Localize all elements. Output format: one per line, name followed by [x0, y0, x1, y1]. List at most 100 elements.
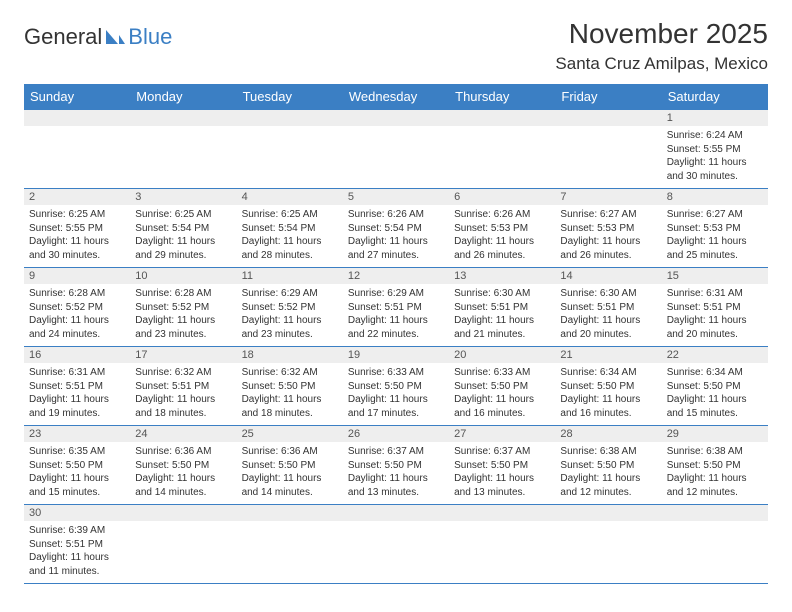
- daylight-text: Daylight: 11 hours and 24 minutes.: [29, 314, 125, 341]
- day-cell: 24Sunrise: 6:36 AMSunset: 5:50 PMDayligh…: [130, 426, 236, 505]
- sunset-text: Sunset: 5:53 PM: [667, 222, 763, 236]
- sunrise-text: Sunrise: 6:28 AM: [29, 287, 125, 301]
- sunset-text: Sunset: 5:52 PM: [135, 301, 231, 315]
- daylight-text: Daylight: 11 hours and 30 minutes.: [29, 235, 125, 262]
- day-number: 29: [662, 426, 768, 442]
- daylight-text: Daylight: 11 hours and 27 minutes.: [348, 235, 444, 262]
- daylight-text: Daylight: 11 hours and 14 minutes.: [242, 472, 338, 499]
- day-number: [24, 110, 130, 126]
- sunset-text: Sunset: 5:53 PM: [560, 222, 656, 236]
- day-number: 9: [24, 268, 130, 284]
- day-number: 4: [237, 189, 343, 205]
- day-number: 25: [237, 426, 343, 442]
- day-number: 20: [449, 347, 555, 363]
- day-body: Sunrise: 6:34 AMSunset: 5:50 PMDaylight:…: [662, 363, 768, 425]
- sunrise-text: Sunrise: 6:33 AM: [348, 366, 444, 380]
- day-cell: 21Sunrise: 6:34 AMSunset: 5:50 PMDayligh…: [555, 347, 661, 426]
- week-row: 23Sunrise: 6:35 AMSunset: 5:50 PMDayligh…: [24, 426, 768, 505]
- col-tuesday: Tuesday: [237, 84, 343, 110]
- sunrise-text: Sunrise: 6:30 AM: [454, 287, 550, 301]
- daylight-text: Daylight: 11 hours and 28 minutes.: [242, 235, 338, 262]
- day-number: 3: [130, 189, 236, 205]
- sunset-text: Sunset: 5:54 PM: [135, 222, 231, 236]
- day-body: Sunrise: 6:29 AMSunset: 5:52 PMDaylight:…: [237, 284, 343, 346]
- daylight-text: Daylight: 11 hours and 23 minutes.: [135, 314, 231, 341]
- day-number: 19: [343, 347, 449, 363]
- sunrise-text: Sunrise: 6:32 AM: [135, 366, 231, 380]
- week-row: 9Sunrise: 6:28 AMSunset: 5:52 PMDaylight…: [24, 268, 768, 347]
- daylight-text: Daylight: 11 hours and 17 minutes.: [348, 393, 444, 420]
- daylight-text: Daylight: 11 hours and 11 minutes.: [29, 551, 125, 578]
- sunrise-text: Sunrise: 6:29 AM: [242, 287, 338, 301]
- sunset-text: Sunset: 5:54 PM: [348, 222, 444, 236]
- day-body: Sunrise: 6:25 AMSunset: 5:54 PMDaylight:…: [130, 205, 236, 267]
- sunset-text: Sunset: 5:51 PM: [29, 380, 125, 394]
- sunset-text: Sunset: 5:51 PM: [667, 301, 763, 315]
- sunset-text: Sunset: 5:51 PM: [29, 538, 125, 552]
- header: General Blue November 2025 Santa Cruz Am…: [24, 18, 768, 74]
- sunrise-text: Sunrise: 6:25 AM: [29, 208, 125, 222]
- day-number: 12: [343, 268, 449, 284]
- day-body: Sunrise: 6:37 AMSunset: 5:50 PMDaylight:…: [449, 442, 555, 504]
- day-cell: 13Sunrise: 6:30 AMSunset: 5:51 PMDayligh…: [449, 268, 555, 347]
- day-body: Sunrise: 6:38 AMSunset: 5:50 PMDaylight:…: [662, 442, 768, 504]
- day-number: 26: [343, 426, 449, 442]
- day-number: 27: [449, 426, 555, 442]
- day-number: [662, 505, 768, 521]
- day-number: [555, 110, 661, 126]
- sail-icon: [104, 28, 126, 46]
- day-cell: [343, 505, 449, 584]
- day-body: Sunrise: 6:36 AMSunset: 5:50 PMDaylight:…: [237, 442, 343, 504]
- daylight-text: Daylight: 11 hours and 12 minutes.: [560, 472, 656, 499]
- day-cell: 4Sunrise: 6:25 AMSunset: 5:54 PMDaylight…: [237, 189, 343, 268]
- daylight-text: Daylight: 11 hours and 26 minutes.: [454, 235, 550, 262]
- col-sunday: Sunday: [24, 84, 130, 110]
- sunrise-text: Sunrise: 6:31 AM: [667, 287, 763, 301]
- day-body: Sunrise: 6:28 AMSunset: 5:52 PMDaylight:…: [130, 284, 236, 346]
- day-cell: 14Sunrise: 6:30 AMSunset: 5:51 PMDayligh…: [555, 268, 661, 347]
- sunset-text: Sunset: 5:50 PM: [454, 380, 550, 394]
- day-number: [237, 110, 343, 126]
- day-number: 22: [662, 347, 768, 363]
- day-number: [343, 505, 449, 521]
- daylight-text: Daylight: 11 hours and 13 minutes.: [348, 472, 444, 499]
- sunrise-text: Sunrise: 6:26 AM: [454, 208, 550, 222]
- header-row: Sunday Monday Tuesday Wednesday Thursday…: [24, 84, 768, 110]
- day-cell: 23Sunrise: 6:35 AMSunset: 5:50 PMDayligh…: [24, 426, 130, 505]
- col-wednesday: Wednesday: [343, 84, 449, 110]
- sunset-text: Sunset: 5:50 PM: [348, 459, 444, 473]
- sunset-text: Sunset: 5:51 PM: [560, 301, 656, 315]
- sunset-text: Sunset: 5:50 PM: [560, 380, 656, 394]
- sunrise-text: Sunrise: 6:36 AM: [242, 445, 338, 459]
- day-body: Sunrise: 6:35 AMSunset: 5:50 PMDaylight:…: [24, 442, 130, 504]
- sunrise-text: Sunrise: 6:33 AM: [454, 366, 550, 380]
- day-body: Sunrise: 6:26 AMSunset: 5:53 PMDaylight:…: [449, 205, 555, 267]
- day-number: 10: [130, 268, 236, 284]
- page: General Blue November 2025 Santa Cruz Am…: [0, 0, 792, 602]
- day-cell: [130, 505, 236, 584]
- day-body: Sunrise: 6:27 AMSunset: 5:53 PMDaylight:…: [555, 205, 661, 267]
- col-monday: Monday: [130, 84, 236, 110]
- sunrise-text: Sunrise: 6:29 AM: [348, 287, 444, 301]
- sunrise-text: Sunrise: 6:24 AM: [667, 129, 763, 143]
- day-cell: 2Sunrise: 6:25 AMSunset: 5:55 PMDaylight…: [24, 189, 130, 268]
- daylight-text: Daylight: 11 hours and 26 minutes.: [560, 235, 656, 262]
- daylight-text: Daylight: 11 hours and 16 minutes.: [560, 393, 656, 420]
- calendar: Sunday Monday Tuesday Wednesday Thursday…: [24, 84, 768, 584]
- sunrise-text: Sunrise: 6:37 AM: [454, 445, 550, 459]
- daylight-text: Daylight: 11 hours and 22 minutes.: [348, 314, 444, 341]
- day-cell: 15Sunrise: 6:31 AMSunset: 5:51 PMDayligh…: [662, 268, 768, 347]
- day-number: 7: [555, 189, 661, 205]
- daylight-text: Daylight: 11 hours and 25 minutes.: [667, 235, 763, 262]
- day-number: 23: [24, 426, 130, 442]
- day-number: 21: [555, 347, 661, 363]
- sunrise-text: Sunrise: 6:37 AM: [348, 445, 444, 459]
- day-body: Sunrise: 6:31 AMSunset: 5:51 PMDaylight:…: [24, 363, 130, 425]
- day-cell: 9Sunrise: 6:28 AMSunset: 5:52 PMDaylight…: [24, 268, 130, 347]
- day-number: 13: [449, 268, 555, 284]
- day-number: [237, 505, 343, 521]
- day-cell: [449, 505, 555, 584]
- day-cell: 30Sunrise: 6:39 AMSunset: 5:51 PMDayligh…: [24, 505, 130, 584]
- day-number: [449, 110, 555, 126]
- day-body: Sunrise: 6:39 AMSunset: 5:51 PMDaylight:…: [24, 521, 130, 583]
